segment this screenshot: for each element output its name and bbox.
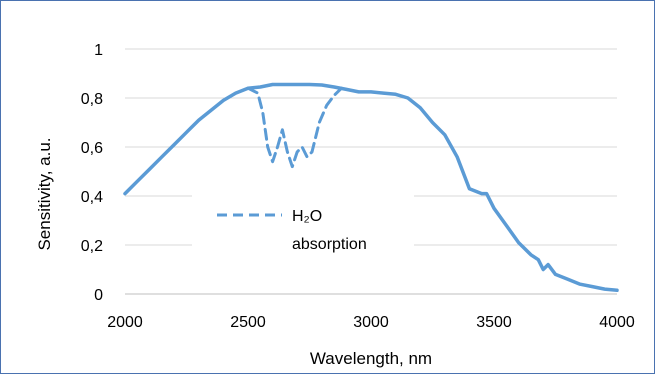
- legend-label-line1: H₂O: [292, 208, 322, 225]
- x-tick-label: 2000: [107, 314, 143, 331]
- series-h2o-dashed-line: [246, 86, 343, 169]
- x-tick-label: 3500: [476, 314, 512, 331]
- x-tick-label: 4000: [599, 314, 635, 331]
- y-tick-label: 0: [94, 287, 103, 304]
- y-tick-label: 1: [94, 42, 103, 59]
- legend: H₂O absorption: [192, 190, 414, 269]
- y-tick-label: 0,2: [81, 238, 103, 255]
- x-axis-title: Wavelength, nm: [310, 349, 432, 368]
- y-tick-labels: 0 0,2 0,4 0,6 0,8 1: [81, 42, 103, 304]
- x-tick-label: 2500: [230, 314, 266, 331]
- series-solid-line: [123, 82, 619, 293]
- y-tick-label: 0,8: [81, 91, 103, 108]
- x-tick-labels: 2000 2500 3000 3500 4000: [107, 314, 635, 331]
- y-tick-label: 0,6: [81, 140, 103, 157]
- y-axis-title: Sensitivity, a.u.: [35, 137, 54, 250]
- legend-box: [192, 190, 414, 269]
- legend-label-line2: absorption: [292, 236, 367, 253]
- x-tick-label: 3000: [353, 314, 389, 331]
- y-tick-label: 0,4: [81, 189, 103, 206]
